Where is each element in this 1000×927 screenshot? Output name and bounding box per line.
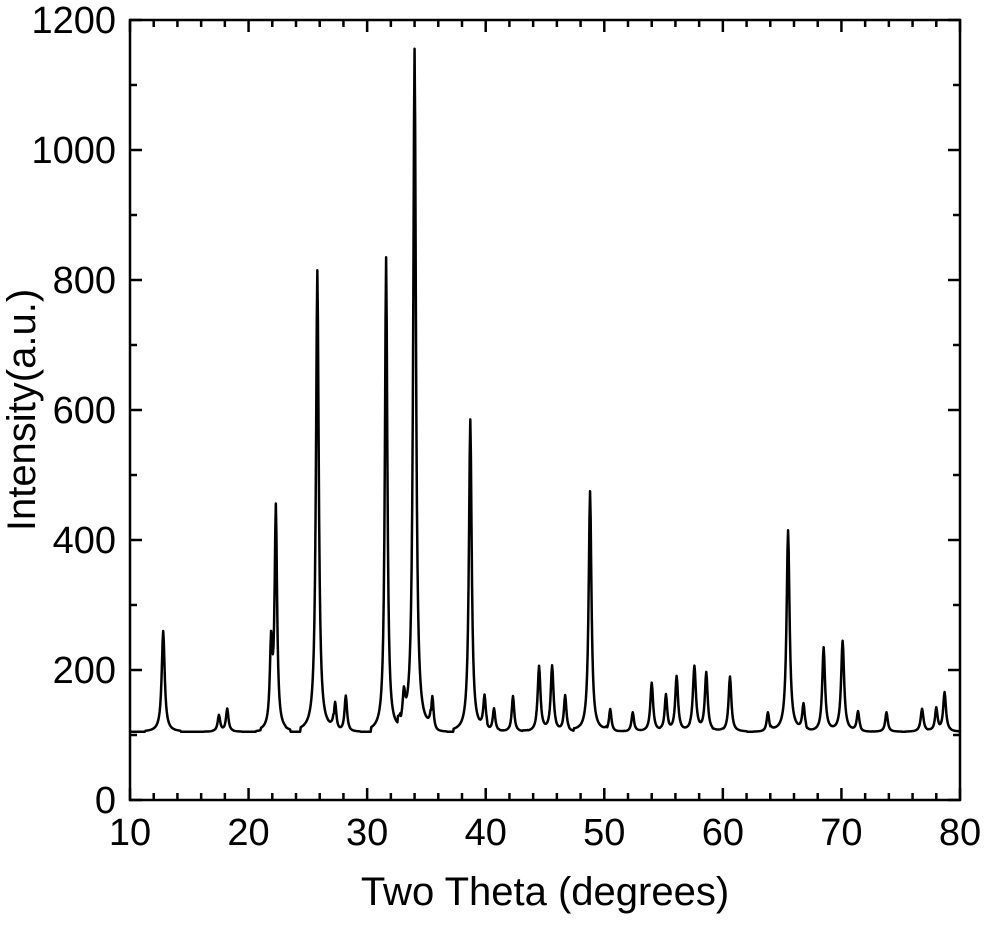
y-tick-label: 800 <box>53 260 116 302</box>
chart-svg: 1020304050607080020040060080010001200Two… <box>0 0 1000 927</box>
x-tick-label: 70 <box>820 812 862 854</box>
x-tick-label: 20 <box>227 812 269 854</box>
x-tick-label: 30 <box>346 812 388 854</box>
y-tick-label: 600 <box>53 390 116 432</box>
x-tick-label: 60 <box>702 812 744 854</box>
x-tick-label: 40 <box>465 812 507 854</box>
xrd-chart: 1020304050607080020040060080010001200Two… <box>0 0 1000 927</box>
y-axis-label: Intensity(a.u.) <box>0 289 44 531</box>
plot-frame <box>130 20 960 800</box>
xrd-series <box>130 49 960 732</box>
y-tick-label: 0 <box>95 780 116 822</box>
y-tick-label: 1200 <box>31 0 116 42</box>
x-tick-label: 50 <box>583 812 625 854</box>
y-tick-label: 400 <box>53 520 116 562</box>
x-tick-label: 80 <box>939 812 981 854</box>
y-tick-label: 200 <box>53 650 116 692</box>
y-tick-label: 1000 <box>31 130 116 172</box>
x-axis-label: Two Theta (degrees) <box>361 870 729 914</box>
